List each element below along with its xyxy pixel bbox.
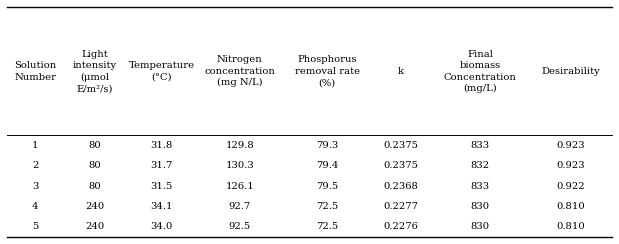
Text: Final
biomass
Concentration
(mg/L): Final biomass Concentration (mg/L)	[444, 50, 516, 93]
Text: 34.0: 34.0	[150, 222, 173, 231]
Text: 80: 80	[89, 182, 102, 191]
Text: 832: 832	[470, 161, 490, 170]
Text: Temperature
(°C): Temperature (°C)	[129, 61, 195, 81]
Text: 0.923: 0.923	[556, 161, 586, 170]
Text: 80: 80	[89, 161, 102, 170]
Text: 126.1: 126.1	[225, 182, 254, 191]
Text: 0.2277: 0.2277	[383, 202, 418, 211]
Text: 31.5: 31.5	[150, 182, 173, 191]
Text: Phosphorus
removal rate
(%): Phosphorus removal rate (%)	[295, 55, 360, 87]
Text: 0.2368: 0.2368	[383, 182, 418, 191]
Text: 79.5: 79.5	[316, 182, 339, 191]
Text: 833: 833	[470, 141, 490, 150]
Text: 79.4: 79.4	[316, 161, 339, 170]
Text: 72.5: 72.5	[316, 202, 339, 211]
Text: 0.923: 0.923	[556, 141, 586, 150]
Text: 31.7: 31.7	[150, 161, 173, 170]
Text: 4: 4	[32, 202, 38, 211]
Text: 72.5: 72.5	[316, 222, 339, 231]
Text: 0.2375: 0.2375	[383, 141, 418, 150]
Text: 0.810: 0.810	[556, 222, 586, 231]
Text: 240: 240	[85, 202, 105, 211]
Text: Light
intensity
(μmol
E/m²/s): Light intensity (μmol E/m²/s)	[73, 50, 117, 93]
Text: 92.5: 92.5	[228, 222, 251, 231]
Text: 0.2276: 0.2276	[383, 222, 418, 231]
Text: 833: 833	[470, 182, 490, 191]
Text: k: k	[397, 67, 404, 76]
Text: 5: 5	[32, 222, 38, 231]
Text: 130.3: 130.3	[225, 161, 254, 170]
Text: 3: 3	[32, 182, 38, 191]
Text: 1: 1	[32, 141, 38, 150]
Text: 79.3: 79.3	[316, 141, 339, 150]
Text: 0.2375: 0.2375	[383, 161, 418, 170]
Text: 34.1: 34.1	[150, 202, 173, 211]
Text: 2: 2	[32, 161, 38, 170]
Text: 92.7: 92.7	[228, 202, 251, 211]
Text: 31.8: 31.8	[150, 141, 173, 150]
Text: 0.922: 0.922	[556, 182, 586, 191]
Text: Nitrogen
concentration
(mg N/L): Nitrogen concentration (mg N/L)	[204, 55, 275, 87]
Text: 80: 80	[89, 141, 102, 150]
Text: 830: 830	[470, 202, 490, 211]
Text: 129.8: 129.8	[225, 141, 254, 150]
Text: 240: 240	[85, 222, 105, 231]
Text: 0.810: 0.810	[556, 202, 586, 211]
Text: Desirability: Desirability	[542, 67, 600, 76]
Text: Solution
Number: Solution Number	[14, 61, 56, 81]
Text: 830: 830	[470, 222, 490, 231]
